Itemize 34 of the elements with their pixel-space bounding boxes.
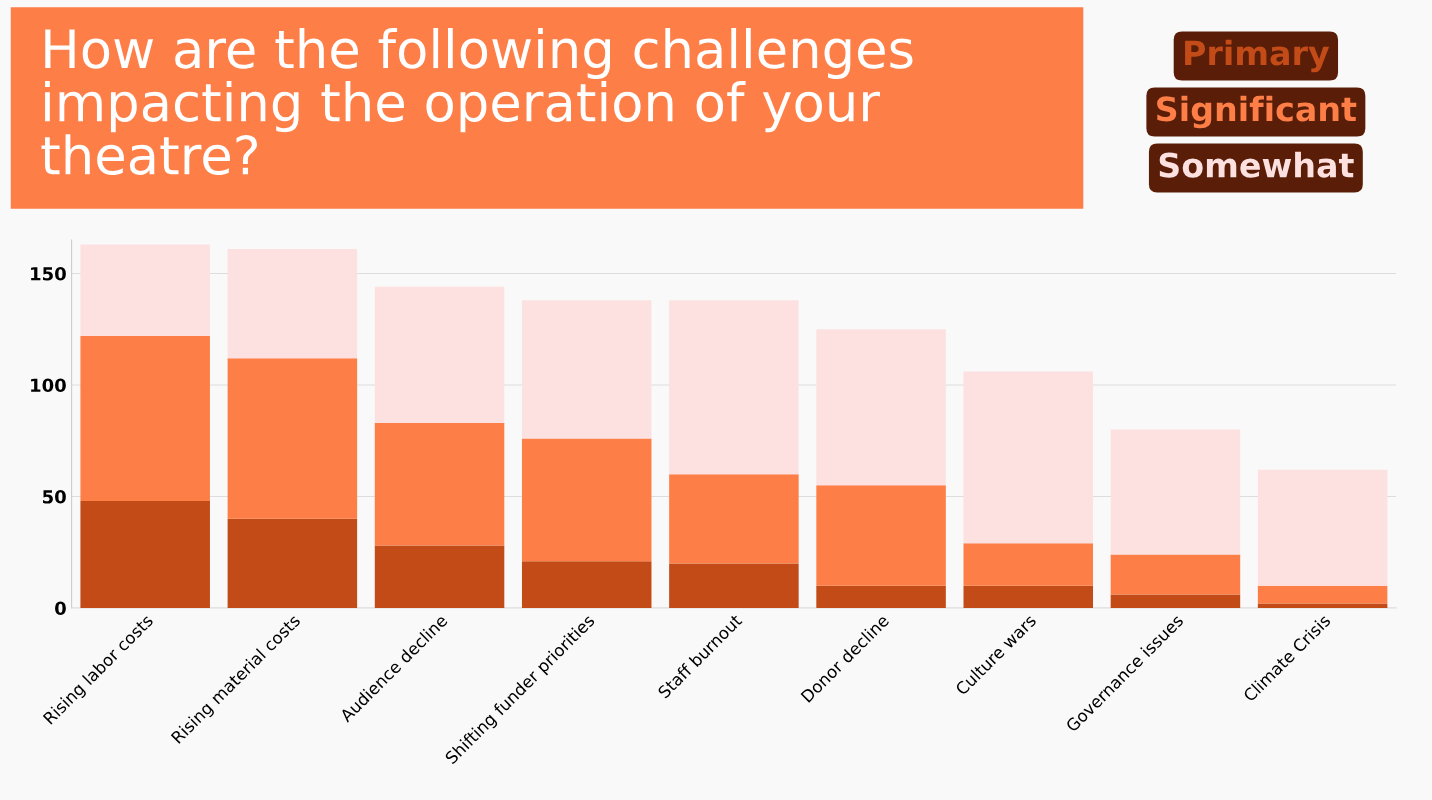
y-tick-label: 100 <box>31 378 66 393</box>
bar <box>963 585 1094 608</box>
text: Primary <box>1185 39 1330 73</box>
bar <box>374 545 505 608</box>
bar <box>669 300 799 475</box>
bar <box>227 358 358 519</box>
chart-title: How are the following challenges impacting the operation of your theatre? <box>41 28 913 176</box>
bar <box>816 485 946 586</box>
bar <box>374 286 505 423</box>
bar <box>669 563 799 608</box>
bar <box>816 585 946 608</box>
y-tick-label: 50 <box>43 489 66 504</box>
bar <box>521 561 652 608</box>
bar <box>1110 429 1241 555</box>
bar <box>80 500 210 608</box>
text: Somewhat <box>1159 151 1354 178</box>
bar <box>374 422 505 546</box>
bar <box>963 371 1094 544</box>
bar <box>1110 554 1241 595</box>
bar <box>521 300 652 439</box>
text: Significant <box>1157 95 1357 129</box>
y-tick-label: 150 <box>31 266 66 281</box>
bar <box>816 329 946 486</box>
bar <box>521 438 652 562</box>
bar <box>80 244 210 336</box>
bar <box>1257 585 1388 604</box>
bar <box>227 518 358 608</box>
bar <box>963 543 1094 586</box>
bar <box>1257 469 1388 586</box>
bar <box>80 335 210 501</box>
bar <box>669 474 799 564</box>
y-tick-label: 0 <box>55 601 66 616</box>
bar <box>1110 594 1241 608</box>
bar <box>227 248 358 359</box>
